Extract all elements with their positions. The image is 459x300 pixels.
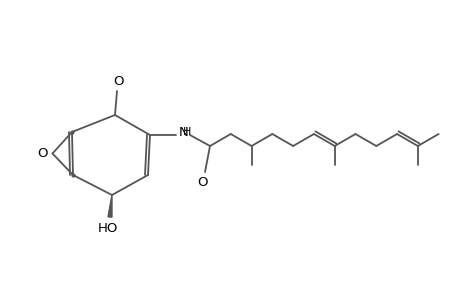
- Text: O: O: [197, 176, 208, 188]
- Polygon shape: [108, 195, 112, 217]
- Text: O: O: [37, 147, 47, 160]
- Text: O: O: [113, 74, 124, 88]
- Text: N: N: [179, 125, 188, 139]
- Text: H: H: [183, 127, 191, 137]
- Text: HO: HO: [98, 221, 118, 235]
